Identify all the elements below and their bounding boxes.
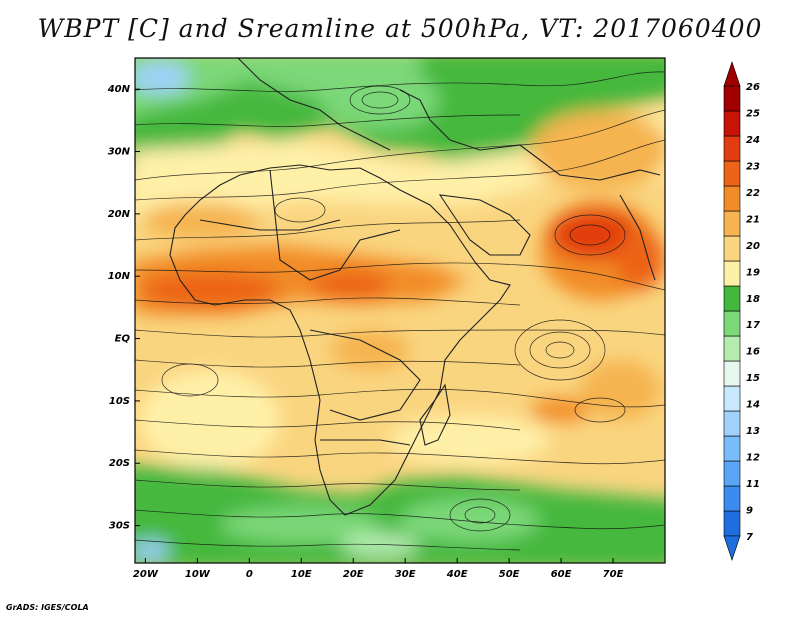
lon-tick-label: 20W — [133, 569, 159, 580]
colorbar-swatch — [723, 435, 741, 462]
colorbar-label: 22 — [746, 188, 760, 199]
colorbar-label: 16 — [746, 347, 760, 358]
lon-tick-label: 70E — [603, 569, 624, 580]
lat-tick-label: EQ — [115, 334, 131, 345]
lat-tick-label: 10S — [109, 396, 130, 407]
colorbar-label: 23 — [746, 161, 760, 172]
colorbar-label: 14 — [746, 400, 760, 411]
colorbar-label: 26 — [746, 82, 760, 93]
lat-tick-label: 20S — [109, 458, 130, 469]
colorbar-label: 13 — [746, 426, 760, 437]
plot-frame — [134, 57, 666, 564]
colorbar-swatch — [723, 460, 741, 487]
colorbar-swatch — [723, 260, 741, 287]
lon-tick-label: 20E — [343, 569, 364, 580]
lon-tick-label: 0 — [246, 569, 253, 580]
colorbar-min-arrow — [723, 535, 741, 561]
colorbar-swatch — [723, 210, 741, 237]
lat-tick-label: 40N — [107, 84, 131, 95]
colorbar-swatch — [723, 185, 741, 212]
colorbar-label: 21 — [746, 214, 760, 225]
lat-tick-label: 10N — [108, 271, 131, 282]
axes: 20W 10W 0 10E 20E 30E 40E 50E 60E 70E 40N 30N 20N 10N… — [107, 84, 624, 580]
colorbar-label: 12 — [746, 453, 760, 464]
map-title: WBPT [C] and Sreamline at 500hPa, VT: 20… — [37, 14, 763, 43]
colorbar-label: 7 — [746, 532, 753, 543]
colorbar-label: 19 — [746, 267, 760, 278]
colorbar-label: 15 — [746, 373, 760, 384]
streamlines — [135, 71, 665, 551]
colorbar-max-arrow — [723, 61, 741, 87]
lon-tick-label: 10W — [185, 569, 211, 580]
colorbar-label: 11 — [746, 479, 760, 490]
colorbar-swatch — [723, 360, 741, 387]
colorbar-label: 18 — [746, 294, 760, 305]
colorbar-swatch — [723, 410, 741, 437]
colorbar-swatch — [723, 110, 741, 137]
colorbar-swatch — [723, 160, 741, 187]
colorbar-swatch — [723, 85, 741, 112]
lon-tick-label: 50E — [499, 569, 520, 580]
colorbar-label: 25 — [746, 108, 760, 119]
colorbar-swatch — [723, 510, 741, 537]
colorbar-swatch — [723, 485, 741, 512]
colorbar-label: 20 — [746, 241, 760, 252]
colorbar-swatch — [723, 385, 741, 412]
colorbar-label: 9 — [746, 506, 753, 517]
colorbar-swatch — [723, 335, 741, 362]
colorbar-label: 24 — [746, 135, 760, 146]
lon-tick-label: 10E — [291, 569, 312, 580]
lon-tick-label: 60E — [551, 569, 572, 580]
lat-tick-label: 30N — [108, 147, 131, 158]
lat-tick-label: 20N — [108, 209, 131, 220]
colorbar-swatch — [723, 310, 741, 337]
footer-credit: GrADS: IGES/COLA — [6, 603, 89, 612]
lon-tick-label: 30E — [395, 569, 416, 580]
lon-tick-label: 40E — [446, 569, 468, 580]
wbpt-shading — [135, 58, 665, 563]
lat-tick-label: 30S — [109, 521, 130, 532]
colorbar-label: 17 — [746, 320, 760, 331]
colorbar-swatch — [723, 285, 741, 312]
colorbar: 7 9 11 12 13 14 15 16 17 18 19 20 21 22 23 24 25 26 — [723, 61, 760, 561]
colorbar-swatch — [723, 135, 741, 162]
colorbar-swatch — [723, 235, 741, 262]
